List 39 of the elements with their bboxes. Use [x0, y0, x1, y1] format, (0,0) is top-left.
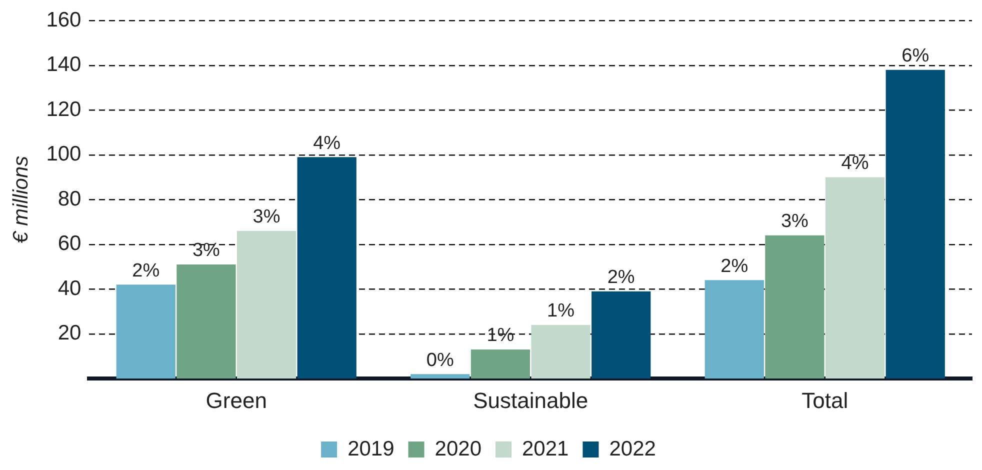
bar [410, 374, 470, 379]
annotation: 2% [720, 256, 748, 277]
annotation: 6% [902, 46, 930, 67]
bar [592, 291, 651, 379]
x-tick-label: Sustainable [473, 388, 588, 413]
annotation: 3% [252, 206, 280, 228]
bar [116, 284, 176, 379]
bar [531, 324, 590, 379]
legend-label: 2020 [434, 437, 482, 460]
bar [886, 70, 945, 379]
bar [236, 230, 296, 379]
legend-label: 2021 [522, 437, 569, 460]
y-axis-title: € millions [9, 155, 32, 244]
y-tick-label: 120 [46, 98, 82, 121]
bar [297, 157, 356, 379]
y-tick-label: 160 [46, 8, 82, 32]
x-tick-label: Green [206, 388, 267, 413]
legend-label: 2019 [348, 437, 394, 460]
y-tick-label: 100 [46, 142, 82, 166]
legend-label: 2022 [609, 437, 656, 460]
annotation: 4% [841, 152, 869, 174]
x-tick-label: Total [802, 388, 848, 413]
annotation: 1% [547, 300, 575, 322]
y-tick-label: 80 [58, 187, 82, 210]
y-tick-label: 140 [46, 53, 82, 76]
annotation: 4% [313, 132, 341, 154]
y-tick-label: 20 [58, 322, 82, 345]
bar [176, 264, 236, 379]
bar [825, 177, 885, 379]
annotation: 2% [607, 267, 635, 288]
annotation: 2% [132, 260, 160, 282]
bar [470, 350, 530, 379]
y-tick-label: 60 [58, 232, 82, 256]
annotation: 3% [780, 211, 809, 232]
y-tick-label: 40 [58, 276, 82, 300]
bar [704, 280, 764, 379]
annotation: 3% [192, 240, 220, 262]
annotation: 0% [426, 350, 454, 371]
bar [765, 235, 824, 379]
